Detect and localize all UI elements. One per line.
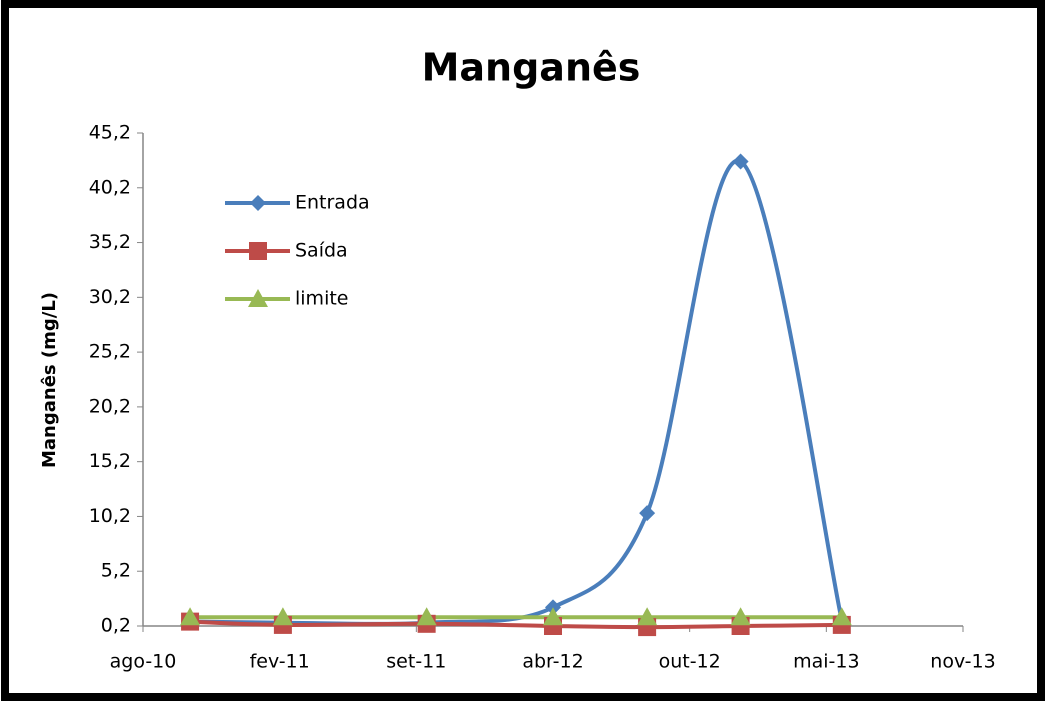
x-tick-label: out-12	[659, 651, 721, 673]
y-tick-label: 30,2	[89, 286, 131, 308]
y-tick-label: 15,2	[89, 450, 131, 472]
marker-triangle	[831, 607, 852, 626]
x-tick-label: fev-11	[250, 651, 310, 673]
marker-triangle	[272, 607, 293, 626]
y-tick-label: 35,2	[89, 231, 131, 253]
x-tick-label: abr-12	[522, 651, 583, 673]
y-tick-label: 5,2	[101, 560, 131, 582]
y-axis-label: Manganês (mg/L)	[39, 292, 60, 468]
y-tick-label: 45,2	[89, 122, 131, 144]
marker-triangle	[543, 607, 563, 626]
x-tick-label: mai-13	[793, 651, 859, 673]
marker-triangle	[730, 607, 751, 626]
marker-square	[249, 242, 267, 260]
y-tick-label: 0,2	[101, 615, 131, 637]
marker-diamond	[732, 153, 749, 170]
marker-triangle	[180, 607, 201, 626]
marker-diamond	[250, 195, 266, 211]
marker-triangle	[637, 607, 658, 626]
y-tick-label: 20,2	[89, 395, 131, 417]
legend-label: Saída	[295, 240, 348, 262]
x-tick-label: ago-10	[110, 651, 177, 673]
marker-triangle	[248, 289, 268, 307]
y-tick-label: 40,2	[89, 176, 131, 198]
x-tick-label: set-11	[386, 651, 446, 673]
legend-label: Entrada	[295, 192, 370, 214]
marker-triangle	[416, 607, 437, 626]
chart-title: Manganês	[422, 46, 641, 90]
legend-label: limite	[295, 288, 348, 310]
y-tick-label: 25,2	[89, 341, 131, 363]
y-tick-label: 10,2	[89, 505, 131, 527]
marker-diamond	[639, 505, 656, 522]
x-tick-label: nov-13	[930, 651, 995, 673]
